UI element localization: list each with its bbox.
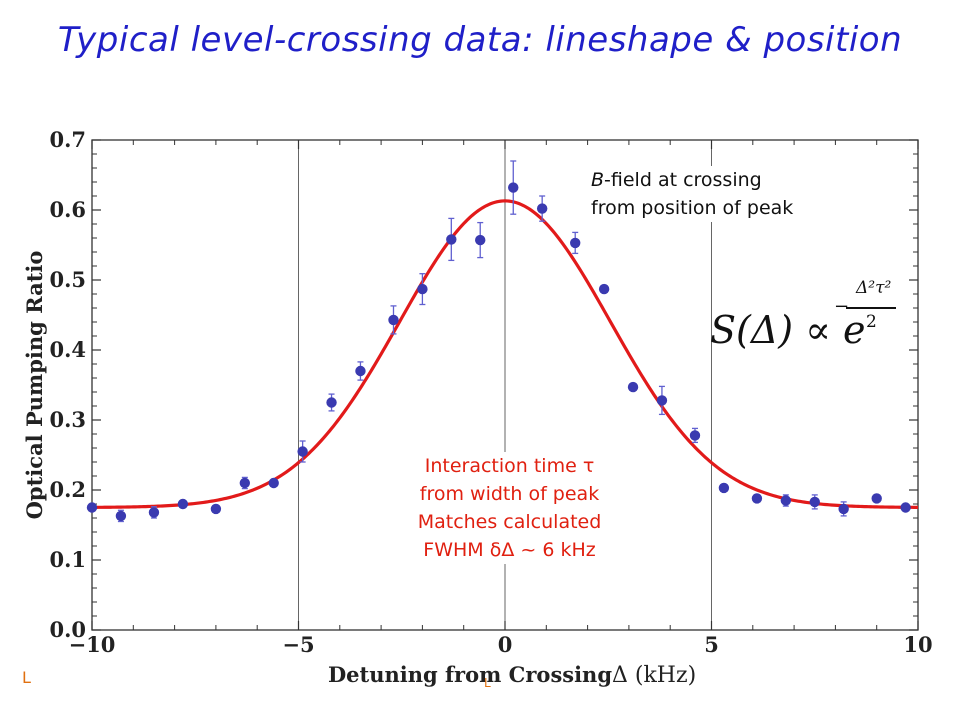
data-point bbox=[689, 430, 701, 441]
bfield-annotation: B-field at crossing from position of pea… bbox=[585, 166, 866, 222]
slide-title: Typical level-crossing data: lineshape &… bbox=[57, 20, 903, 60]
data-point bbox=[598, 283, 610, 295]
y-tick-label: 0.3 bbox=[49, 407, 86, 432]
x-tick-label: 0 bbox=[498, 632, 513, 657]
data-point bbox=[148, 507, 160, 518]
data-point bbox=[326, 397, 337, 408]
y-tick-label: 0.6 bbox=[49, 197, 86, 222]
data-point bbox=[417, 283, 428, 295]
data-point bbox=[627, 381, 639, 393]
y-tick-label: 0.4 bbox=[49, 337, 86, 362]
data-point bbox=[115, 510, 127, 522]
data-point bbox=[297, 446, 308, 457]
data-point bbox=[355, 365, 366, 377]
data-point bbox=[475, 234, 486, 246]
formula-fraction-bar bbox=[846, 307, 896, 309]
data-point bbox=[809, 496, 820, 508]
x-tick-label: −5 bbox=[282, 632, 314, 657]
formula-main: S(Δ) ∝ e bbox=[710, 308, 866, 352]
data-point bbox=[570, 237, 581, 249]
lineshape-formula: S(Δ) ∝ e − Δ²τ² 2 bbox=[706, 276, 906, 372]
data-point bbox=[751, 493, 763, 504]
data-point bbox=[780, 495, 792, 506]
data-point bbox=[536, 203, 548, 214]
data-point bbox=[388, 314, 399, 326]
y-tick-label: 0.2 bbox=[49, 477, 86, 502]
y-tick-label: 0.0 bbox=[49, 617, 86, 642]
y-tick-label: 0.7 bbox=[49, 127, 86, 152]
formula-exp-minus: − bbox=[834, 296, 850, 317]
data-point bbox=[871, 493, 882, 504]
formula-exp-denominator: 2 bbox=[866, 312, 877, 332]
y-tick-label: 0.1 bbox=[49, 547, 86, 572]
data-point bbox=[900, 502, 911, 513]
data-point bbox=[838, 503, 849, 515]
x-tick-label: 10 bbox=[903, 632, 932, 657]
bfield-italic-b: B bbox=[591, 169, 605, 191]
fit-curve bbox=[91, 199, 919, 509]
data-point bbox=[446, 234, 457, 245]
data-point bbox=[656, 395, 668, 406]
interaction-annotation: Interaction time τ from width of peak Ma… bbox=[382, 452, 637, 564]
y-axis-label: Optical Pumping Ratio bbox=[22, 251, 47, 520]
data-point bbox=[268, 477, 279, 489]
bfield-line2: from position of peak bbox=[591, 197, 794, 219]
interaction-line1: Interaction time τ bbox=[424, 455, 595, 477]
x-axis-label: Detuning from Crossing bbox=[328, 662, 612, 687]
bfield-line1: -field at crossing bbox=[604, 169, 762, 191]
x-axis-unit: Δ (kHz) bbox=[612, 663, 696, 688]
corner-mark-middle: L bbox=[484, 676, 491, 690]
formula-exp-numerator: Δ²τ² bbox=[856, 278, 892, 298]
y-tick-label: 0.5 bbox=[49, 267, 86, 292]
data-point bbox=[86, 502, 98, 513]
data-point bbox=[508, 182, 519, 193]
interaction-line2: from width of peak bbox=[419, 483, 600, 505]
interaction-line4: FWHM δΔ ~ 6 kHz bbox=[423, 539, 596, 561]
x-tick-label: −10 bbox=[69, 632, 116, 657]
data-point bbox=[210, 503, 222, 515]
data-point bbox=[718, 482, 730, 494]
data-point bbox=[177, 498, 189, 510]
data-point bbox=[239, 477, 251, 489]
x-tick-label: 5 bbox=[704, 632, 719, 657]
interaction-line3: Matches calculated bbox=[417, 511, 602, 533]
corner-mark-left: L bbox=[22, 668, 31, 687]
